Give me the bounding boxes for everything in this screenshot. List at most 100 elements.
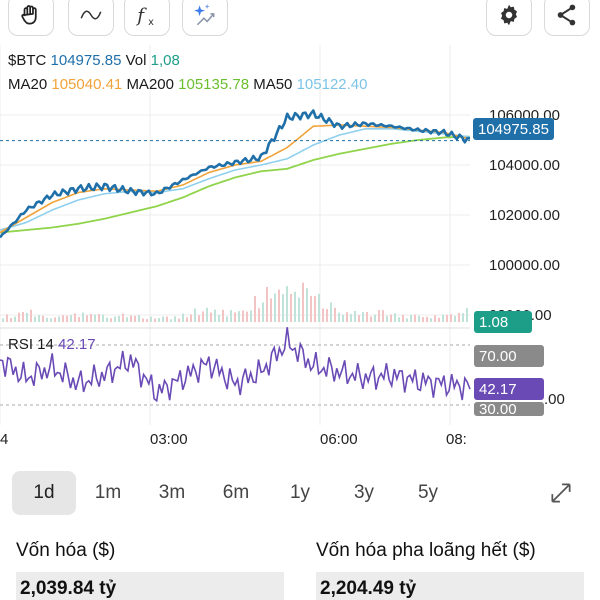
volume-bar: [342, 314, 344, 322]
volume-tag: 1.08: [474, 311, 532, 333]
volume-bar: [322, 308, 324, 322]
volume-bar: [154, 318, 156, 322]
ma20-line: [0, 124, 471, 234]
tf-6m[interactable]: 6m: [222, 482, 250, 503]
volume-bar: [66, 315, 68, 322]
volume-bar: [398, 317, 400, 322]
volume-bar: [46, 317, 48, 322]
volume-bar: [390, 314, 392, 322]
volume-bar: [106, 317, 108, 322]
volume-bar: [134, 315, 136, 322]
volume-bar: [38, 314, 40, 322]
volume-bar: [110, 318, 112, 322]
volume-bar: [94, 314, 96, 322]
volume-bar: [74, 313, 76, 322]
volume-bar: [26, 312, 28, 322]
volume-bar: [418, 315, 420, 322]
ma50-line: [0, 128, 471, 231]
volume-bar: [462, 313, 464, 322]
volume-bar: [14, 316, 16, 322]
volume-bar: [366, 311, 368, 322]
volume-bar: [78, 317, 80, 322]
volume-bar: [86, 315, 88, 322]
fdv-value: 2,204.49 tỷ: [316, 572, 584, 600]
grid-lines: [0, 45, 470, 425]
rsi-upper-tag: 70.00: [474, 345, 544, 367]
indicator-button[interactable]: f x: [124, 0, 170, 36]
timeframe-selector: 1d 1m 3m 6m 1y 3y 5y: [12, 470, 588, 516]
rsi-value-tag: 42.17: [474, 378, 544, 400]
ai-analysis-button[interactable]: [182, 0, 228, 36]
volume-bar: [174, 316, 176, 322]
volume-bar: [298, 297, 300, 322]
volume-bar: [162, 316, 164, 322]
time-axis: 4 03:00 06:00 08:: [0, 431, 467, 448]
share-button[interactable]: [544, 0, 590, 36]
volume-bar: [6, 314, 8, 322]
tf-1y[interactable]: 1y: [289, 482, 311, 503]
rsi-legend-value: 42.17: [58, 336, 96, 353]
ma200-line: [0, 135, 471, 234]
volume-bar: [30, 309, 32, 322]
volume-bar: [450, 314, 452, 322]
volume-bar: [346, 312, 348, 322]
ma50-value: 105122.40: [296, 76, 368, 93]
volume-bar: [34, 316, 36, 322]
gear-icon: [500, 4, 518, 26]
price-tick-label: 100000.00: [489, 257, 560, 274]
volume-bar: [242, 310, 244, 322]
volume-bar: [226, 316, 228, 322]
time-tick-label: 4: [0, 431, 8, 448]
volume-bar: [326, 308, 328, 322]
volume-bar: [22, 312, 24, 322]
volume-bar: [294, 291, 296, 322]
volume-bar: [214, 309, 216, 322]
hand-tool-button[interactable]: [8, 0, 54, 36]
volume-bar: [50, 318, 52, 322]
rsi-lower-tag: 30.00: [474, 402, 544, 416]
rsi-line: [0, 327, 471, 403]
vol-value: 1,08: [150, 52, 180, 69]
volume-bar: [290, 293, 292, 322]
volume-bar: [330, 302, 332, 322]
ma20-value: 105040.41: [51, 76, 123, 93]
tf-5y[interactable]: 5y: [417, 482, 439, 503]
volume-bar: [454, 315, 456, 322]
tf-1m[interactable]: 1m: [94, 482, 122, 503]
volume-bar: [150, 316, 152, 322]
volume-bar: [206, 307, 208, 322]
volume-bar: [130, 315, 132, 322]
volume-bar: [338, 312, 340, 322]
volume-bar: [446, 314, 448, 322]
volume-bar: [306, 288, 308, 322]
volume-bar: [126, 317, 128, 322]
time-tick-label: 08:: [446, 431, 467, 448]
expand-icon[interactable]: [548, 480, 574, 506]
volume-bar: [466, 308, 468, 322]
volume-bar: [118, 315, 120, 322]
volume-bar: [114, 316, 116, 322]
volume-bar: [178, 318, 180, 322]
volume-bar: [426, 316, 428, 322]
volume-bar: [262, 302, 264, 322]
volume-bar: [218, 315, 220, 322]
line-tool-button[interactable]: [68, 0, 114, 36]
price-tick-label: 102000.00: [489, 207, 560, 224]
volume-bar: [62, 315, 64, 322]
price-tick-label: 104000.00: [489, 157, 560, 174]
volume-bar: [82, 312, 84, 322]
settings-button[interactable]: [486, 0, 532, 36]
legend-row-ma: MA20 105040.41 MA200 105135.78 MA50 1051…: [8, 76, 367, 93]
fdv-label: Vốn hóa pha loãng hết ($): [316, 540, 536, 561]
tf-3y[interactable]: 3y: [353, 482, 375, 503]
ma50-label: MA50: [253, 76, 293, 93]
volume-bar: [234, 312, 236, 322]
wave-icon: [80, 10, 102, 20]
volume-bar: [18, 312, 20, 322]
vol-label: Vol: [125, 52, 147, 69]
tf-1d[interactable]: 1d: [12, 471, 76, 515]
volume-bar: [202, 311, 204, 322]
tf-3m[interactable]: 3m: [158, 482, 186, 503]
ma20-label: MA20: [8, 76, 48, 93]
volume-bar: [410, 314, 412, 322]
